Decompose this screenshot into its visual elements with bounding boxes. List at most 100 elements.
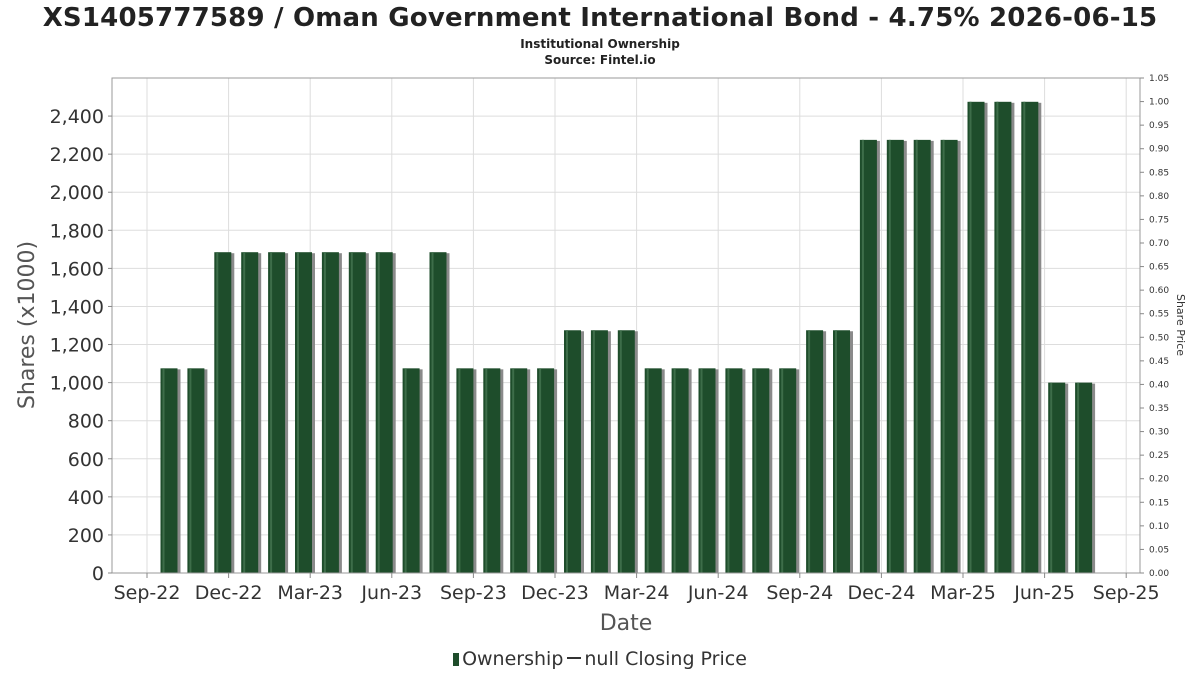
bar-highlight (861, 139, 864, 573)
plot-area-frame (111, 77, 1141, 574)
bar-highlight (377, 252, 380, 574)
y2-tick-label: 0.45 (1149, 357, 1169, 367)
y2-tick-label: 0.00 (1149, 569, 1169, 579)
y2-tick-label: 0.95 (1149, 121, 1169, 131)
bar-highlight (323, 252, 326, 574)
ownership-swatch (453, 653, 460, 666)
y-tick-label: 600 (68, 449, 104, 471)
ownership-bar (160, 368, 178, 573)
ownership-bar (295, 252, 312, 574)
y-tick-label: 1,000 (50, 373, 104, 395)
ownership-bar (375, 252, 393, 574)
y-tick-label: 1,800 (50, 220, 104, 242)
y2-tick-label: 0.05 (1149, 545, 1169, 555)
y-tick-label: 1,400 (50, 296, 104, 318)
bar-highlight (808, 330, 811, 573)
y-tick-label: 800 (68, 411, 104, 433)
ownership-bar (859, 139, 877, 573)
bar-highlight (888, 139, 891, 573)
x-tick-label: Mar-23 (277, 582, 343, 604)
bar-highlight (700, 368, 703, 573)
bar-highlight (646, 368, 649, 573)
x-tick-label: Sep-25 (1093, 582, 1160, 604)
ownership-bar (886, 139, 904, 573)
chart-subtitle: Institutional Ownership Source: Fintel.i… (0, 36, 1200, 68)
y2-tick-label: 0.10 (1149, 522, 1169, 532)
ownership-bar (1075, 382, 1093, 573)
bar-highlight (270, 252, 273, 574)
bar-highlight (216, 252, 219, 574)
ownership-bar (590, 330, 608, 573)
bar-highlight (727, 368, 730, 573)
y-axis-ticks: 0 200 400 600 800 1,000 1,200 1,400 1,600 1,800 2,… (50, 106, 112, 585)
ownership-bar (321, 252, 339, 574)
bar-highlight (619, 330, 622, 573)
chart-title: XS1405777589 / Oman Government Internati… (42, 3, 1158, 33)
ownership-bar (940, 139, 958, 573)
bar-highlight (162, 368, 165, 573)
y2-tick-label: 0.40 (1149, 380, 1169, 390)
bar-highlight (996, 101, 999, 573)
x-tick-label: Jun-23 (360, 582, 422, 604)
bar-highlight (942, 139, 945, 573)
y-tick-label: 1,600 (50, 258, 104, 280)
bar-highlight (781, 368, 784, 573)
y2-tick-label: 0.60 (1149, 286, 1169, 296)
y-tick-label: 2,400 (50, 106, 104, 128)
ownership-bar (268, 252, 286, 574)
bar-highlight (539, 368, 542, 573)
x-axis-label: Date (600, 611, 653, 636)
y2-tick-label: 1.00 (1149, 98, 1169, 108)
y2-tick-label: 0.75 (1149, 215, 1169, 225)
y2-tick-label: 0.30 (1149, 428, 1169, 438)
y-tick-label: 400 (68, 487, 104, 509)
bar-highlight (189, 368, 192, 573)
legend-ownership-label: Ownership (462, 648, 564, 670)
bar-highlight (592, 330, 595, 573)
x-tick-label: Dec-22 (195, 582, 263, 604)
bar-highlight (673, 368, 676, 573)
ownership-bar (241, 252, 259, 574)
closing-price-swatch (567, 657, 582, 659)
bar-highlight (754, 368, 757, 573)
ownership-bar (1048, 382, 1066, 573)
ownership-bar (214, 252, 232, 574)
ownership-bar (913, 139, 931, 573)
y2-tick-label: 0.15 (1149, 498, 1169, 508)
x-tick-label: Sep-23 (440, 582, 507, 604)
y-tick-label: 2,000 (50, 182, 104, 204)
ownership-bar (510, 368, 528, 573)
y-tick-label: 1,200 (50, 335, 104, 357)
bar-highlight (835, 330, 837, 573)
y2-tick-label: 0.55 (1149, 310, 1169, 320)
bar-highlight (243, 252, 246, 574)
legend-closing-price-label: null Closing Price (584, 648, 747, 670)
bar-highlight (458, 368, 461, 573)
ownership-bar (644, 368, 662, 573)
ownership-bar (537, 368, 555, 573)
ownership-bar (833, 330, 850, 573)
bar-highlight (1023, 101, 1026, 573)
ownership-bar (483, 368, 501, 573)
ownership-bar (698, 368, 716, 573)
x-tick-label: Mar-24 (604, 582, 670, 604)
y2-tick-label: 0.90 (1149, 145, 1169, 155)
y2-tick-label: 0.65 (1149, 263, 1169, 273)
y2-tick-label: 0.70 (1149, 239, 1169, 249)
ownership-bar (1021, 101, 1039, 573)
y-axis-label: Shares (x1000) (15, 241, 40, 409)
bars (160, 101, 1096, 574)
ownership-bar (994, 101, 1012, 573)
ownership-bar (456, 368, 474, 573)
y2-tick-label: 0.20 (1149, 475, 1169, 485)
bar-highlight (350, 252, 353, 574)
x-tick-label: Dec-23 (521, 582, 589, 604)
ownership-bar (187, 368, 205, 573)
x-tick-label: Dec-24 (847, 582, 915, 604)
bar-highlight (404, 368, 407, 573)
ownership-bar (617, 330, 635, 573)
bar-highlight (969, 101, 972, 573)
x-tick-label: Mar-25 (930, 582, 996, 604)
bar-highlight (297, 252, 299, 574)
